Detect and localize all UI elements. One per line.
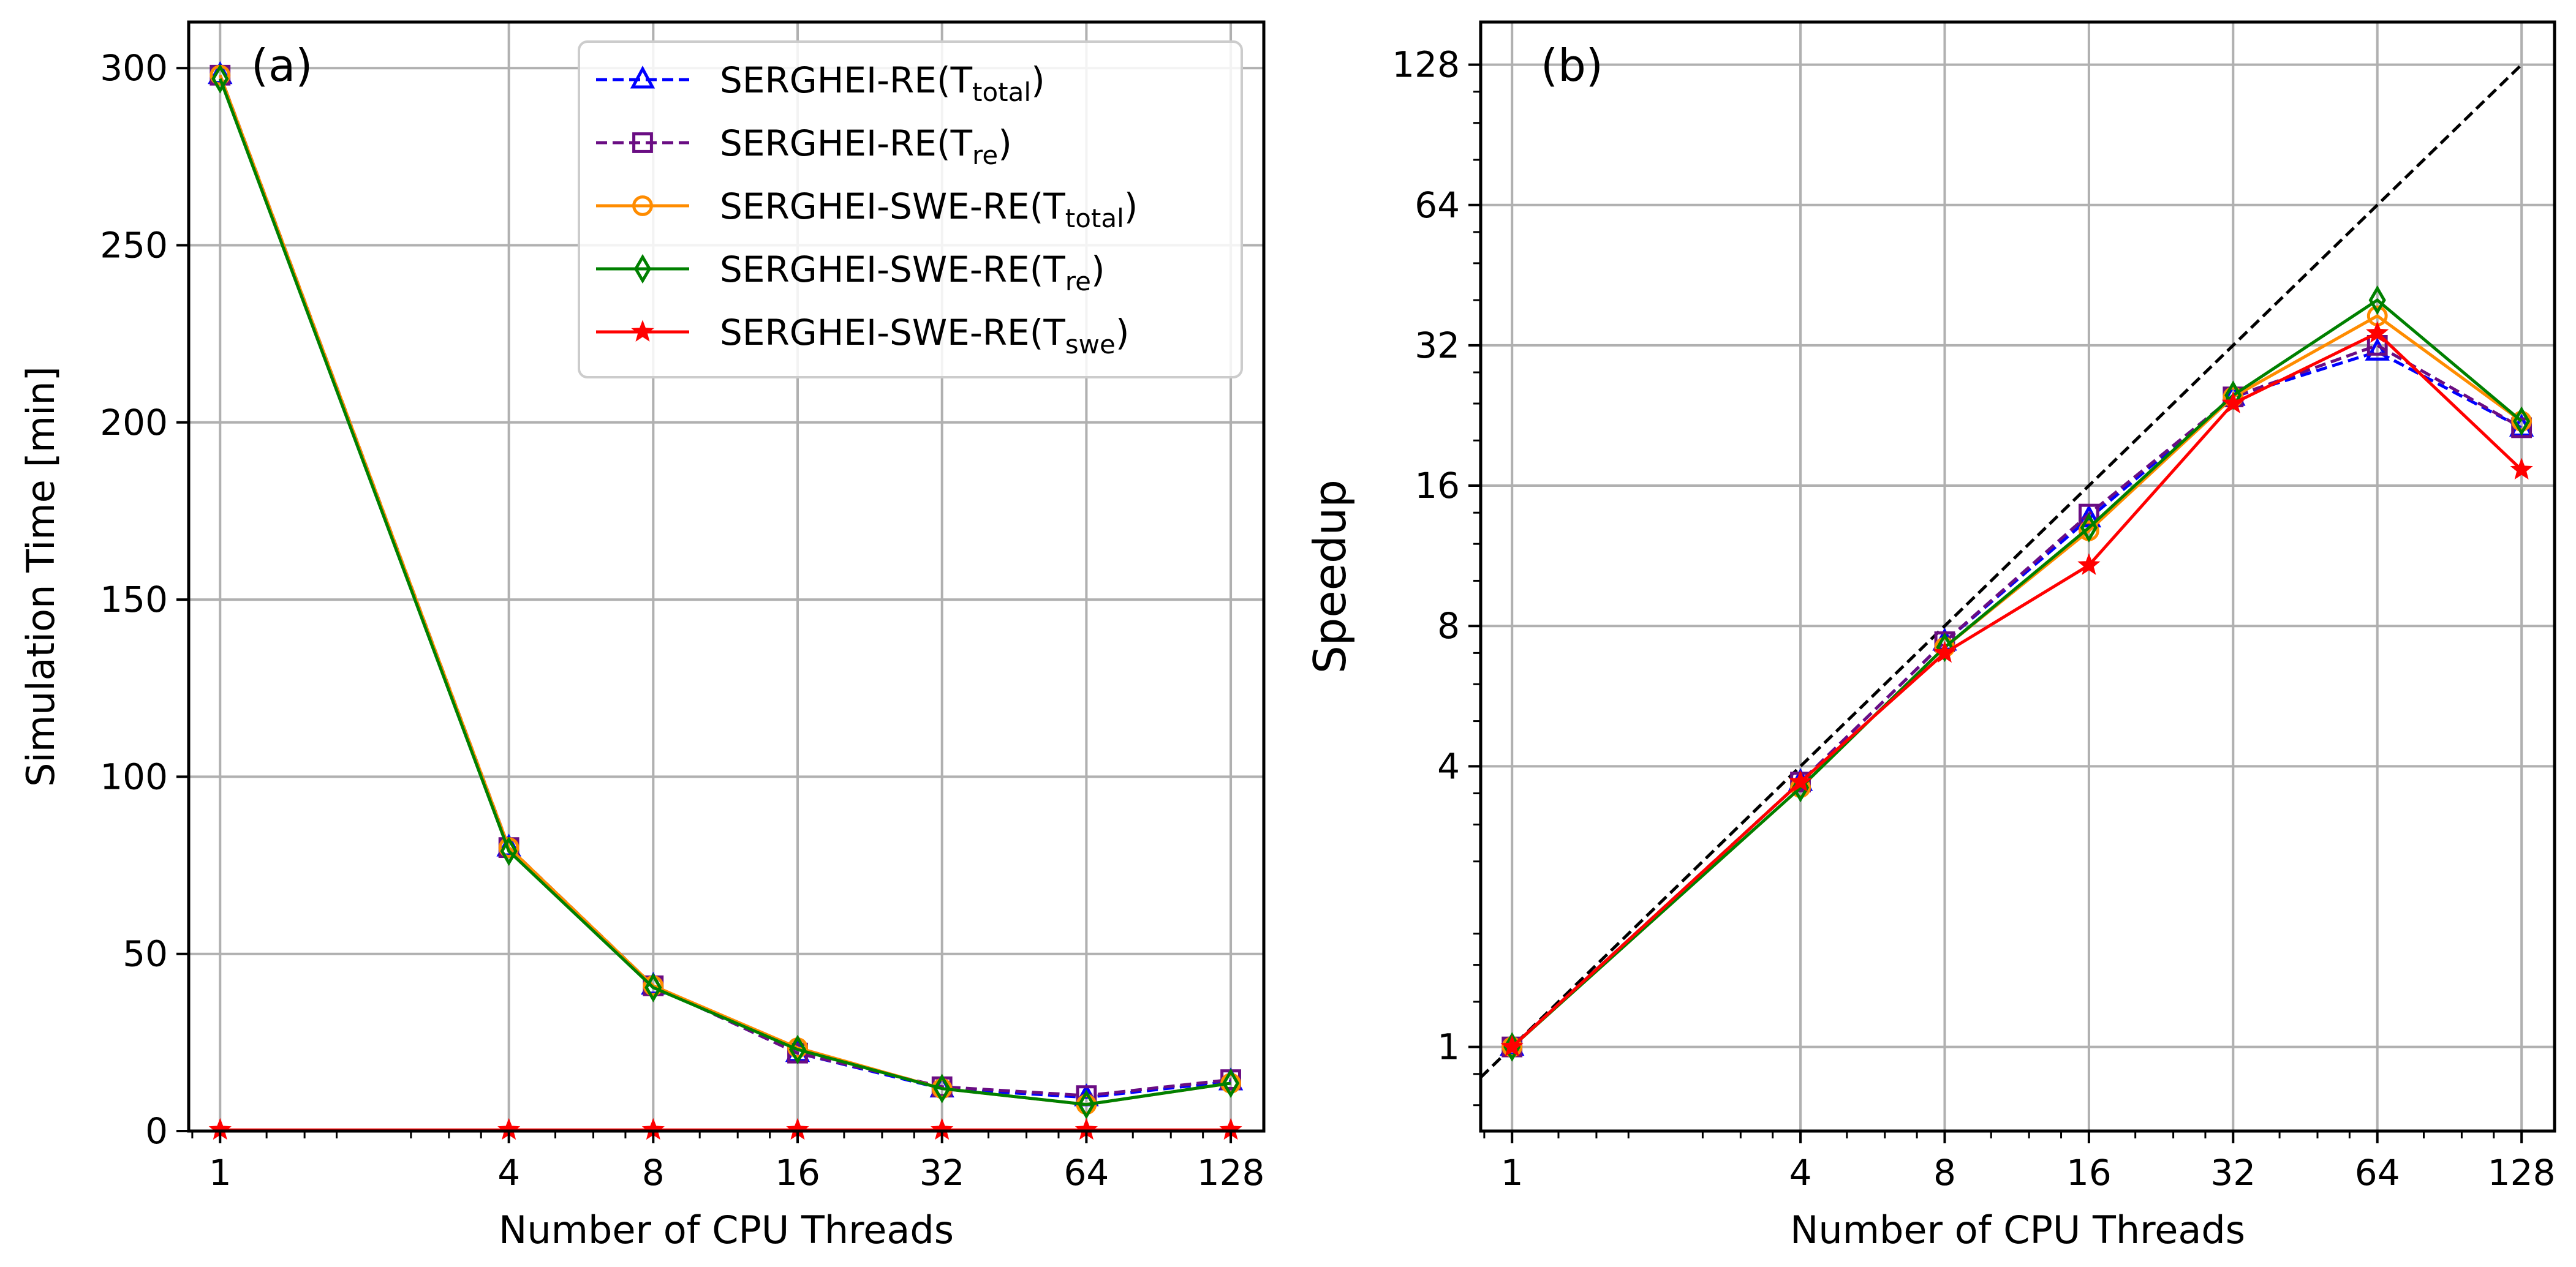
y-tick-label: 64 [1415,184,1460,226]
y-tick-label: 32 [1415,325,1460,366]
legend-label: SERGHEI-SWE-RE(Ttotal) [720,186,1138,233]
data-point [2366,321,2389,343]
legend-label-tail: ) [1091,249,1105,290]
legend-item: SERGHEI-SWE-RE(Ttotal) [596,186,1138,233]
data-point [788,1034,807,1065]
x-tick-label: 8 [1933,1152,1956,1194]
y-tick-label: 150 [100,579,168,620]
data-point [2221,391,2245,413]
legend-label-main: SERGHEI-SWE-RE(T [720,186,1065,227]
series-line-2 [1511,314,2523,1048]
legend-label: SERGHEI-SWE-RE(Tre) [720,249,1105,296]
data-point [933,1073,951,1103]
y-tick-label: 8 [1437,605,1460,647]
legend-label-main: SERGHEI-SWE-RE(T [720,312,1065,353]
data-point [1222,1068,1240,1099]
legend-label-tail: ) [1031,59,1045,101]
legend-label: SERGHEI-RE(Tre) [720,122,1012,170]
legend-label-main: SERGHEI-RE(T [720,122,973,164]
y-tick-label: 128 [1392,44,1460,86]
data-point [500,836,518,867]
x-tick-label: 32 [920,1152,965,1194]
x-tick-label: 64 [2355,1152,2400,1194]
legend-label-subscript: re [1065,266,1091,296]
series-line-1 [1511,344,2523,1048]
data-point [2365,337,2390,361]
x-tick-label: 1 [209,1152,232,1194]
x-tick-label: 128 [2488,1152,2556,1194]
legend-label-tail: ) [998,122,1012,164]
y-tick-label: 50 [123,933,168,975]
plot-frame [1479,20,2556,1133]
panel-label: (a) [251,40,312,91]
y-axis-label: Simulation Time [min] [18,366,63,787]
data-point [2077,553,2101,575]
legend: SERGHEI-RE(Ttotal)SERGHEI-RE(Tre)SERGHEI… [578,40,1243,378]
legend-label: SERGHEI-SWE-RE(Tswe) [720,312,1129,359]
data-point [644,972,662,1002]
legend-item: SERGHEI-SWE-RE(Tre) [596,249,1105,296]
legend-item: SERGHEI-SWE-RE(Tswe) [596,312,1129,359]
legend-label: SERGHEI-RE(Ttotal) [720,59,1045,107]
data-point [2368,285,2386,315]
y-axis-label: Speedup [1304,479,1356,674]
data-point [211,64,229,94]
data-point [2511,417,2533,438]
legend-label-tail: ) [1124,186,1138,227]
series-line-3 [1511,298,2523,1048]
data-point [1078,1089,1095,1119]
legend-label-main: SERGHEI-SWE-RE(T [720,249,1065,290]
plot-frame [187,20,1266,1133]
data-point [1936,632,1954,663]
legend-marker [630,66,655,89]
data-point [1933,641,1957,663]
data-point [1789,770,1812,792]
x-axis-label: Number of CPU Threads [1790,1208,2245,1252]
data-point [1500,1035,1524,1057]
legend-marker [632,195,653,216]
legend-marker [632,132,653,153]
x-tick-label: 4 [497,1152,520,1194]
y-tick-label: 4 [1437,745,1460,787]
x-tick-label: 8 [642,1152,665,1194]
legend-label-subscript: swe [1065,329,1116,359]
y-tick-label: 0 [145,1110,168,1152]
series-line-0 [1511,350,2523,1048]
series-line-4 [1511,331,2523,1048]
x-tick-label: 16 [2066,1152,2112,1194]
x-tick-label: 1 [1501,1152,1524,1194]
panel-b-speedup-chart: 1 4 8 16 32 64 128 1 4 8 16 32 64 128 Number of CPU Th… [1304,20,2556,1252]
y-tick-label: 1 [1437,1026,1460,1068]
legend-label-subscript: total [1065,203,1124,233]
legend-marker [633,254,652,284]
ideal-speedup-line [1479,63,2523,1079]
legend-label-subscript: re [972,140,998,170]
y-tick-label: 300 [100,47,168,89]
legend-label-tail: ) [1116,312,1130,353]
legend-label-subscript: total [972,77,1031,107]
x-tick-label: 128 [1197,1152,1265,1194]
panel-label: (b) [1541,40,1603,91]
x-axis-label: Number of CPU Threads [499,1208,954,1252]
x-tick-label: 32 [2210,1152,2256,1194]
data-point [2080,513,2098,543]
panel-a-simulation-time-chart: 1 4 8 16 32 64 128 0 50 100 150 200 250 300 Number of … [18,20,1266,1252]
legend-item: SERGHEI-RE(Ttotal) [596,59,1045,107]
series-line-3 [218,78,1231,1107]
data-point [2513,406,2531,436]
y-tick-label: 100 [100,756,168,797]
y-tick-label: 250 [100,225,168,266]
legend-box [578,40,1243,378]
y-tick-label: 16 [1415,465,1460,506]
legend-item: SERGHEI-RE(Tre) [596,122,1012,170]
legend-label-main: SERGHEI-RE(T [720,59,973,101]
data-point [2510,457,2533,480]
x-tick-label: 16 [775,1152,820,1194]
legend-marker [631,320,654,342]
x-tick-label: 64 [1063,1152,1109,1194]
y-tick-label: 200 [100,402,168,443]
x-tick-label: 4 [1789,1152,1812,1194]
